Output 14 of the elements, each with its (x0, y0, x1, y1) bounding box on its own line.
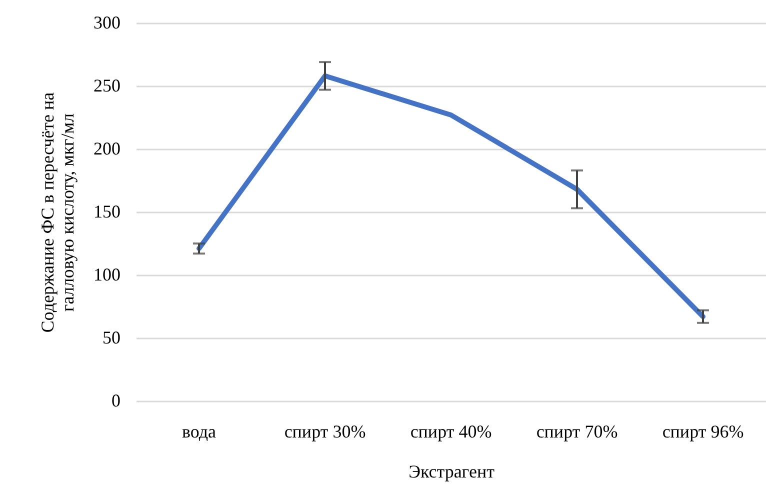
x-axis-title: Экстрагент (408, 462, 495, 482)
x-tick-label: вода (182, 422, 216, 442)
y-tick-label: 0 (112, 390, 120, 410)
x-tick-label: спирт 30% (284, 422, 366, 442)
y-tick-label: 100 (94, 264, 120, 284)
y-tick-label: 50 (102, 328, 120, 348)
x-tick-label: спирт 96% (662, 422, 744, 442)
y-tick-label: 250 (94, 76, 120, 96)
y-tick-label: 200 (94, 138, 120, 158)
x-tick-label: спирт 70% (536, 422, 618, 442)
y-axis-title: Содержание ФС в пересчёте на галловую кислоту, мкг/мл (38, 92, 78, 333)
y-tick-label: 300 (94, 12, 120, 32)
x-tick-label: спирт 40% (410, 422, 492, 442)
y-tick-label: 150 (94, 202, 120, 222)
